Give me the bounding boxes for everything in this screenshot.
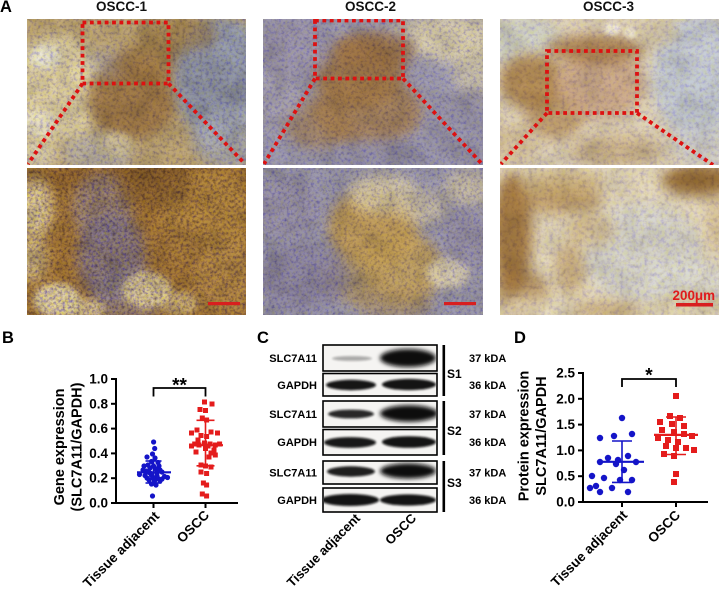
svg-text:36 kDA: 36 kDA [469, 495, 506, 507]
svg-text:37 kDA: 37 kDA [469, 409, 506, 421]
svg-text:0.0: 0.0 [556, 495, 575, 510]
svg-text:36 kDA: 36 kDA [469, 437, 506, 449]
svg-text:0.2: 0.2 [89, 471, 108, 486]
svg-text:GAPDH: GAPDH [277, 495, 317, 507]
svg-text:0.5: 0.5 [556, 469, 575, 484]
svg-text:GAPDH: GAPDH [277, 437, 317, 449]
svg-text:0.4: 0.4 [89, 446, 108, 461]
svg-text:S2: S2 [447, 424, 462, 438]
svg-text:Tissue adjacent: Tissue adjacent [548, 507, 630, 589]
svg-text:Protein expression: Protein expression [517, 371, 533, 502]
svg-text:1.5: 1.5 [556, 417, 575, 432]
svg-text:1.0: 1.0 [556, 443, 575, 458]
svg-text:SLC7A11: SLC7A11 [269, 353, 317, 365]
svg-text:0.6: 0.6 [89, 421, 108, 436]
svg-text:0.8: 0.8 [89, 396, 108, 411]
svg-text:SLC7A11: SLC7A11 [269, 468, 317, 480]
svg-text:Tissue adjacent: Tissue adjacent [80, 508, 162, 590]
svg-text:S1: S1 [447, 367, 462, 381]
svg-text:36 kDA: 36 kDA [469, 380, 506, 392]
svg-text:GAPDH: GAPDH [277, 380, 317, 392]
svg-text:OSCC: OSCC [645, 507, 683, 545]
svg-text:OSCC: OSCC [174, 507, 212, 545]
svg-text:0.0: 0.0 [89, 496, 108, 511]
svg-text:SLC7A11: SLC7A11 [269, 409, 317, 421]
svg-text:Gene expression: Gene expression [52, 389, 68, 506]
svg-text:37 kDA: 37 kDA [469, 468, 506, 480]
svg-text:Tissue adjacent: Tissue adjacent [284, 510, 364, 590]
svg-text:*: * [645, 365, 653, 386]
svg-text:**: ** [172, 375, 187, 396]
svg-text:2.0: 2.0 [556, 391, 575, 406]
svg-text:OSCC: OSCC [382, 510, 420, 548]
svg-text:37 kDA: 37 kDA [469, 353, 506, 365]
svg-text:1.0: 1.0 [89, 372, 108, 387]
svg-text:S3: S3 [447, 476, 462, 490]
svg-text:2.5: 2.5 [556, 366, 575, 381]
svg-text:(SLC7A11/GAPDH): (SLC7A11/GAPDH) [70, 382, 86, 511]
svg-text:200μm: 200μm [673, 288, 716, 303]
svg-text:SLC7A11/GAPDH: SLC7A11/GAPDH [534, 376, 550, 495]
